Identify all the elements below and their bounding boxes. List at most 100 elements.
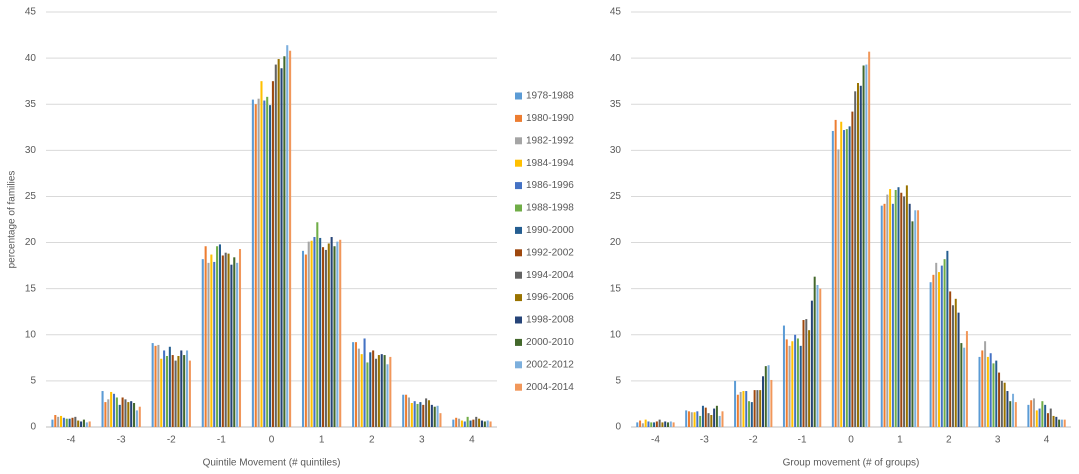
bar [865, 64, 868, 428]
x-tick-label: -2 [167, 435, 176, 446]
legend-label: 1992-2002 [526, 247, 574, 258]
bar [251, 99, 254, 427]
bar [110, 391, 113, 427]
bar [1032, 398, 1035, 427]
bar [280, 68, 283, 427]
y-tick-label: 0 [615, 422, 621, 433]
legend-swatch [515, 249, 522, 257]
x-tick-label: 0 [269, 435, 275, 446]
bar [204, 246, 207, 427]
bar [639, 420, 642, 427]
bar [995, 360, 998, 427]
bar [154, 345, 157, 427]
bar [62, 417, 65, 427]
bar [764, 366, 767, 427]
bar [1003, 382, 1006, 427]
bar [669, 421, 672, 427]
bar [759, 390, 762, 427]
bar [263, 100, 266, 428]
legend-swatch [515, 316, 522, 324]
bar [65, 418, 68, 427]
bar [54, 415, 57, 427]
bar [372, 350, 375, 427]
bar [260, 81, 263, 428]
x-tick-label: -1 [798, 435, 807, 446]
bar [986, 356, 989, 427]
bar [165, 355, 169, 427]
legend-label: 1986-1996 [526, 180, 574, 191]
bar [466, 416, 469, 427]
bar [701, 405, 704, 427]
y-tick-label: 10 [25, 329, 37, 340]
bar [965, 331, 968, 427]
bar [121, 397, 124, 427]
bar [57, 416, 60, 427]
bar [644, 419, 647, 427]
bar [407, 397, 410, 427]
bar [1058, 419, 1061, 427]
bar [770, 379, 773, 427]
bar [274, 64, 277, 428]
bar [133, 403, 136, 427]
bar [319, 237, 322, 427]
bar [799, 345, 802, 427]
bar [238, 249, 242, 427]
bar [174, 360, 177, 427]
bar [107, 399, 110, 427]
bar [419, 402, 422, 427]
bar [1041, 401, 1044, 427]
bar [360, 354, 363, 427]
bar [753, 390, 756, 427]
y-tick-label: 45 [25, 7, 37, 18]
bar [900, 192, 903, 427]
y-tick-label: 35 [25, 99, 37, 110]
y-tick-label: 25 [610, 191, 622, 202]
bar [960, 343, 963, 427]
bar [336, 241, 339, 427]
bar [304, 254, 307, 427]
x-tick-label: 4 [469, 435, 475, 446]
bar [85, 422, 88, 427]
x-tick-label: -1 [217, 435, 226, 446]
bar [289, 50, 292, 427]
bar [271, 81, 274, 428]
x-axis-label: Quintile Movement (# quintiles) [203, 458, 341, 469]
bar [949, 291, 952, 427]
bar [1044, 404, 1047, 427]
legend-swatch [515, 383, 522, 391]
bar [405, 394, 408, 427]
bar [210, 254, 213, 427]
bar [957, 312, 960, 427]
bar [658, 419, 661, 427]
bar [389, 356, 392, 427]
bar [816, 284, 819, 427]
bar [236, 262, 239, 427]
bar [810, 300, 813, 427]
legend-swatch [515, 182, 522, 190]
bar [366, 362, 369, 427]
bar [808, 330, 811, 427]
bar [664, 421, 667, 427]
y-tick-label: 35 [610, 99, 622, 110]
bar [104, 402, 107, 427]
bar [756, 390, 759, 427]
legend-label: 1996-2006 [526, 292, 574, 303]
legend-label: 1994-2004 [526, 270, 574, 281]
bar [322, 247, 325, 427]
y-tick-label: 30 [25, 145, 37, 156]
x-tick-label: -2 [749, 435, 758, 446]
bar [1006, 391, 1009, 427]
bar [782, 325, 785, 427]
bar [762, 376, 764, 427]
x-tick-label: 2 [946, 435, 952, 446]
bar [469, 420, 472, 427]
bar [124, 399, 127, 427]
bar [914, 210, 917, 427]
bar [880, 205, 883, 427]
legend-swatch [515, 92, 522, 100]
legend-swatch [515, 338, 522, 346]
bar [721, 411, 724, 427]
x-tick-label: -3 [117, 435, 126, 446]
bar [112, 393, 116, 427]
bar [718, 415, 721, 427]
